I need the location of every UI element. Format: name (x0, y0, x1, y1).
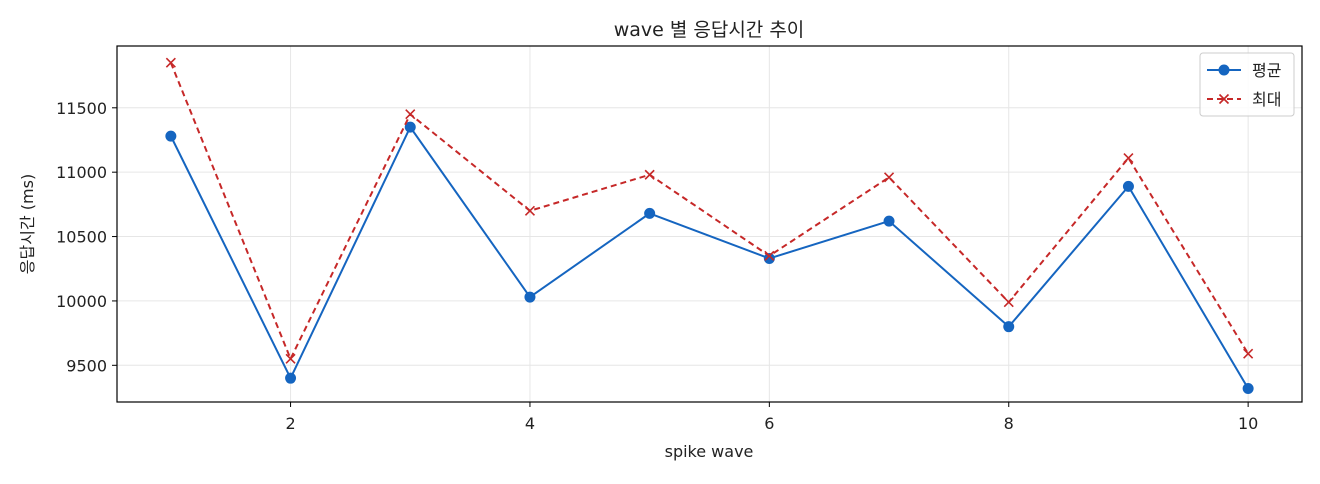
data-point-1-6 (764, 250, 775, 261)
legend-item-1: 최대 (1207, 90, 1281, 109)
y-tick-label: 10500 (56, 228, 107, 247)
chart-title: wave 별 응답시간 추이 (614, 19, 805, 41)
legend-label-1: 최대 (1252, 90, 1281, 109)
y-tick-label: 10000 (56, 292, 107, 311)
data-point-0-10 (1242, 382, 1254, 394)
y-axis-label: 응답시간 (ms) (18, 174, 37, 274)
data-point-0-7 (883, 215, 895, 227)
data-point-1-7 (883, 172, 895, 183)
legend-item-0: 평균 (1207, 61, 1281, 80)
data-point-1-10 (1243, 348, 1254, 359)
data-point-1-8 (1003, 297, 1014, 308)
legend-label-0: 평균 (1252, 61, 1281, 80)
x-axis-ticks: 2 4 6 8 10 (285, 402, 1258, 433)
x-tick-label: 2 (285, 414, 295, 433)
legend-marker-0 (1218, 64, 1230, 76)
series-1 (165, 57, 1254, 364)
x-tick-label: 4 (525, 414, 535, 433)
data-point-1-2 (285, 353, 296, 364)
data-point-0-1 (165, 130, 177, 142)
y-tick-label: 11500 (56, 99, 107, 118)
data-point-0-2 (285, 372, 297, 384)
data-point-0-4 (524, 291, 536, 303)
x-tick-label: 10 (1238, 414, 1258, 433)
data-point-1-5 (644, 169, 655, 180)
y-tick-label: 9500 (66, 356, 107, 375)
data-point-1-9 (1123, 152, 1134, 164)
data-point-0-3 (404, 121, 416, 133)
data-point-1-1 (165, 57, 176, 68)
series-0 (165, 121, 1254, 394)
grid-lines (117, 46, 1302, 402)
series-line-0 (169, 126, 1249, 389)
series-layer (165, 57, 1254, 394)
series-line-1 (169, 62, 1249, 360)
data-point-1-3 (405, 109, 416, 120)
legend-marker-1 (1218, 93, 1230, 105)
y-tick-label: 11000 (56, 163, 107, 182)
data-point-1-4 (524, 205, 536, 216)
plot-area-frame (116, 45, 1303, 403)
x-axis-label: spike wave (665, 442, 754, 461)
y-axis-ticks: 9500 10000 10500 11000 11500 (56, 99, 117, 375)
x-tick-label: 6 (764, 414, 774, 433)
data-point-0-8 (1003, 321, 1015, 333)
data-point-0-6 (763, 252, 775, 264)
data-point-0-9 (1122, 180, 1134, 192)
x-tick-label: 8 (1004, 414, 1014, 433)
data-point-0-5 (644, 207, 656, 219)
